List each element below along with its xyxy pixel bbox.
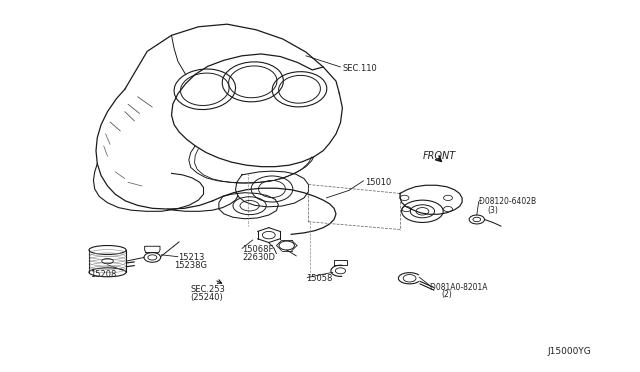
Text: (25240): (25240) [191, 293, 223, 302]
Text: (2): (2) [442, 291, 452, 299]
Text: Ð08120-6402B: Ð08120-6402B [479, 197, 536, 206]
Text: (3): (3) [488, 206, 499, 215]
Text: 15213: 15213 [178, 253, 204, 262]
Text: 15208: 15208 [90, 270, 116, 279]
Text: SEC.253: SEC.253 [191, 285, 225, 294]
Text: J15000YG: J15000YG [547, 347, 591, 356]
Text: Ð081A0-8201A: Ð081A0-8201A [430, 283, 488, 292]
Text: 22630D: 22630D [242, 253, 275, 262]
Text: FRONT: FRONT [422, 151, 456, 161]
Text: 15058: 15058 [306, 274, 332, 283]
Text: 15068F: 15068F [242, 245, 273, 254]
Text: SEC.110: SEC.110 [342, 64, 377, 73]
Text: 15238G: 15238G [174, 262, 207, 270]
Text: 15010: 15010 [365, 178, 391, 187]
